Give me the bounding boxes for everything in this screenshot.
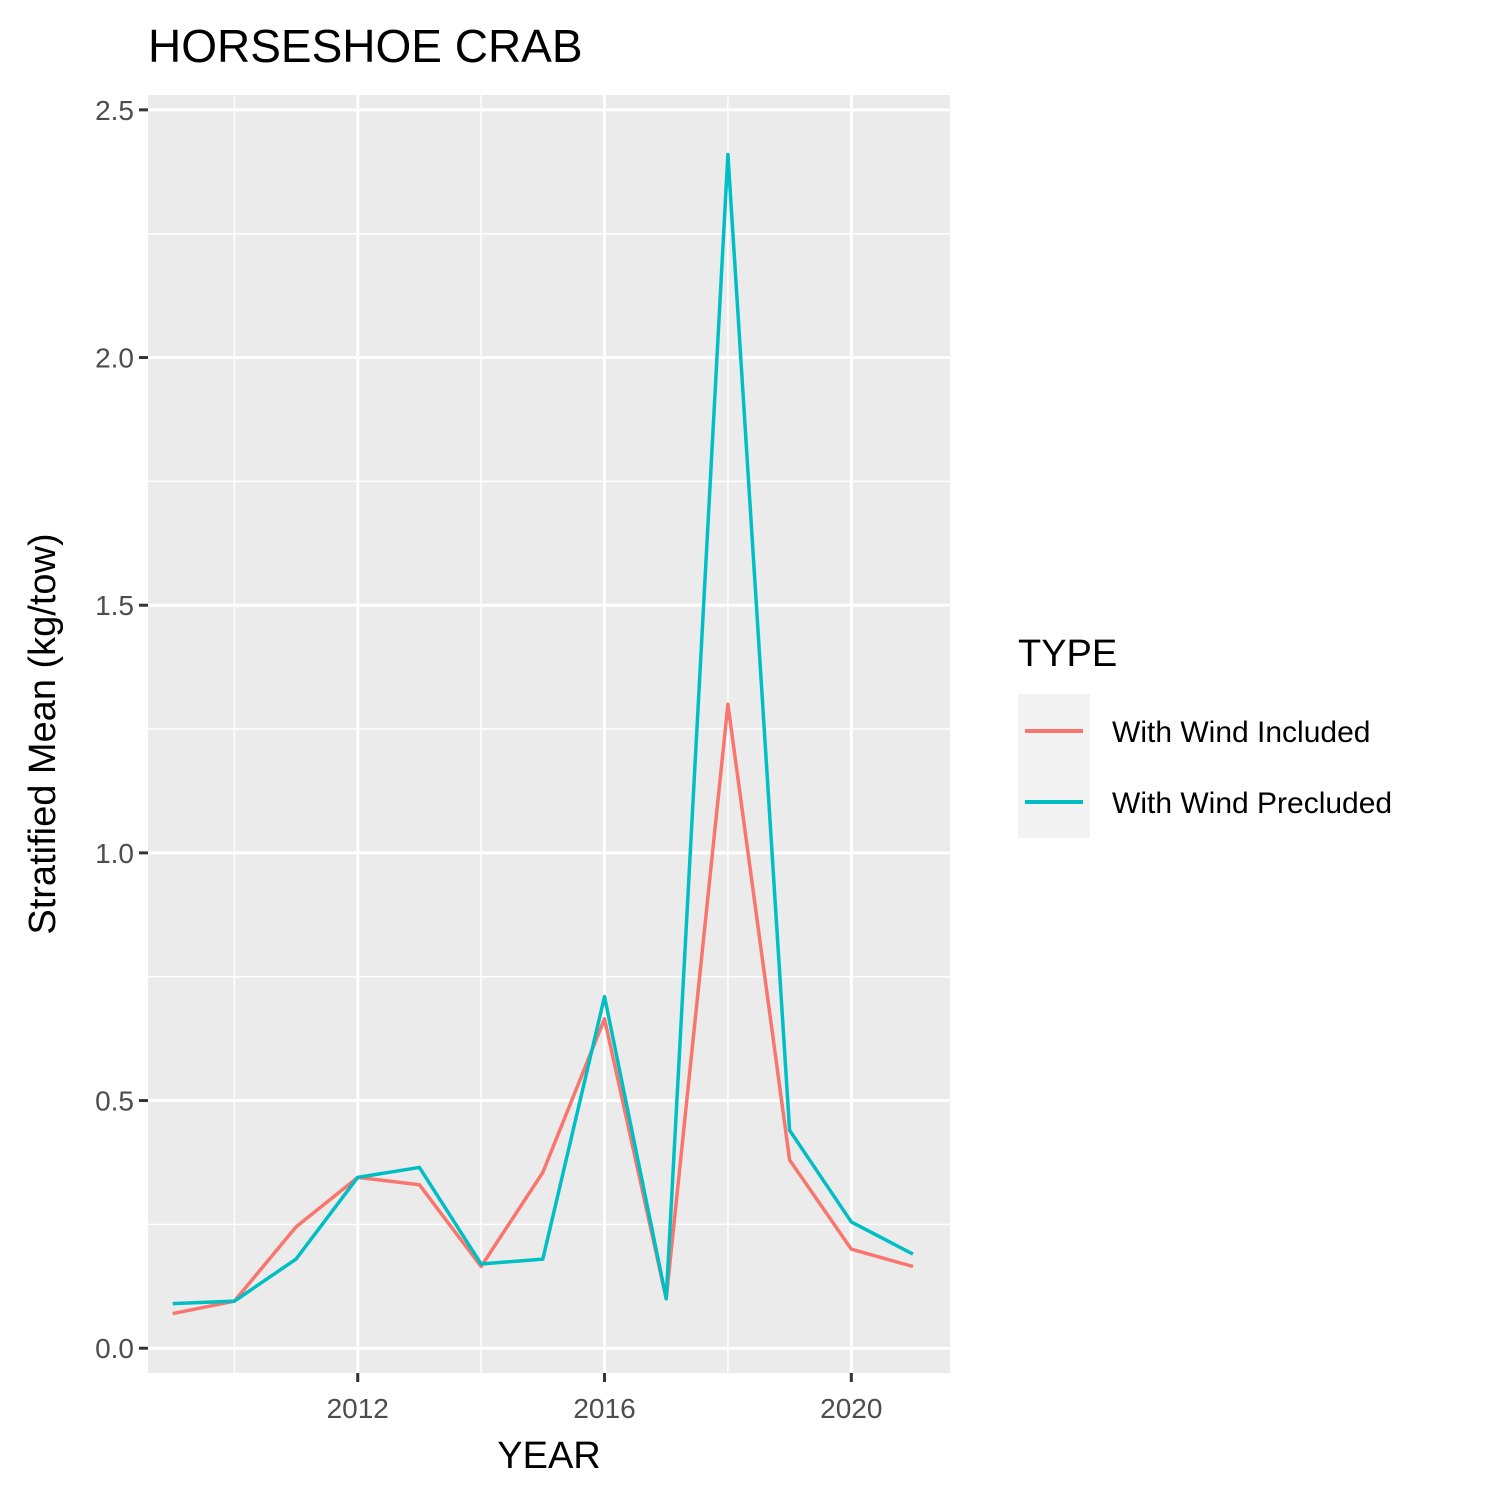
plot-panel [148,95,950,1373]
y-axis-title: Stratified Mean (kg/tow) [22,533,64,934]
y-tick-label: 0.0 [95,1333,134,1364]
series-line-with-wind-precluded [172,152,914,1306]
x-axis-tick-labels: 2012 2016 2020 [327,1393,883,1424]
series-lines [172,152,914,1316]
legend-label-with-wind-precluded: With Wind Precluded [1112,787,1392,820]
chart-title: HORSESHOE CRAB [148,20,583,72]
x-axis-title: YEAR [497,1435,600,1477]
x-tick-label: 2016 [573,1393,635,1424]
x-tick-label: 2020 [820,1393,882,1424]
y-tick-label: 2.0 [95,343,134,374]
y-tick-label: 0.5 [95,1086,134,1117]
y-tick-label: 2.5 [95,95,134,126]
series-line-with-wind-included [172,702,914,1316]
x-tick-label: 2012 [327,1393,389,1424]
y-tick-label: 1.5 [95,590,134,621]
axis-ticks [139,108,853,1382]
legend-title: TYPE [1018,633,1117,675]
legend: TYPE With Wind Included With Wind Preclu… [1018,633,1392,838]
minor-gridlines [148,95,950,1373]
major-gridlines [148,95,950,1373]
legend-label-with-wind-included: With Wind Included [1112,716,1370,749]
y-axis-tick-labels: 0.0 0.5 1.0 1.5 2.0 2.5 [95,95,134,1364]
legend-key-background [1018,694,1090,838]
y-tick-label: 1.0 [95,838,134,869]
